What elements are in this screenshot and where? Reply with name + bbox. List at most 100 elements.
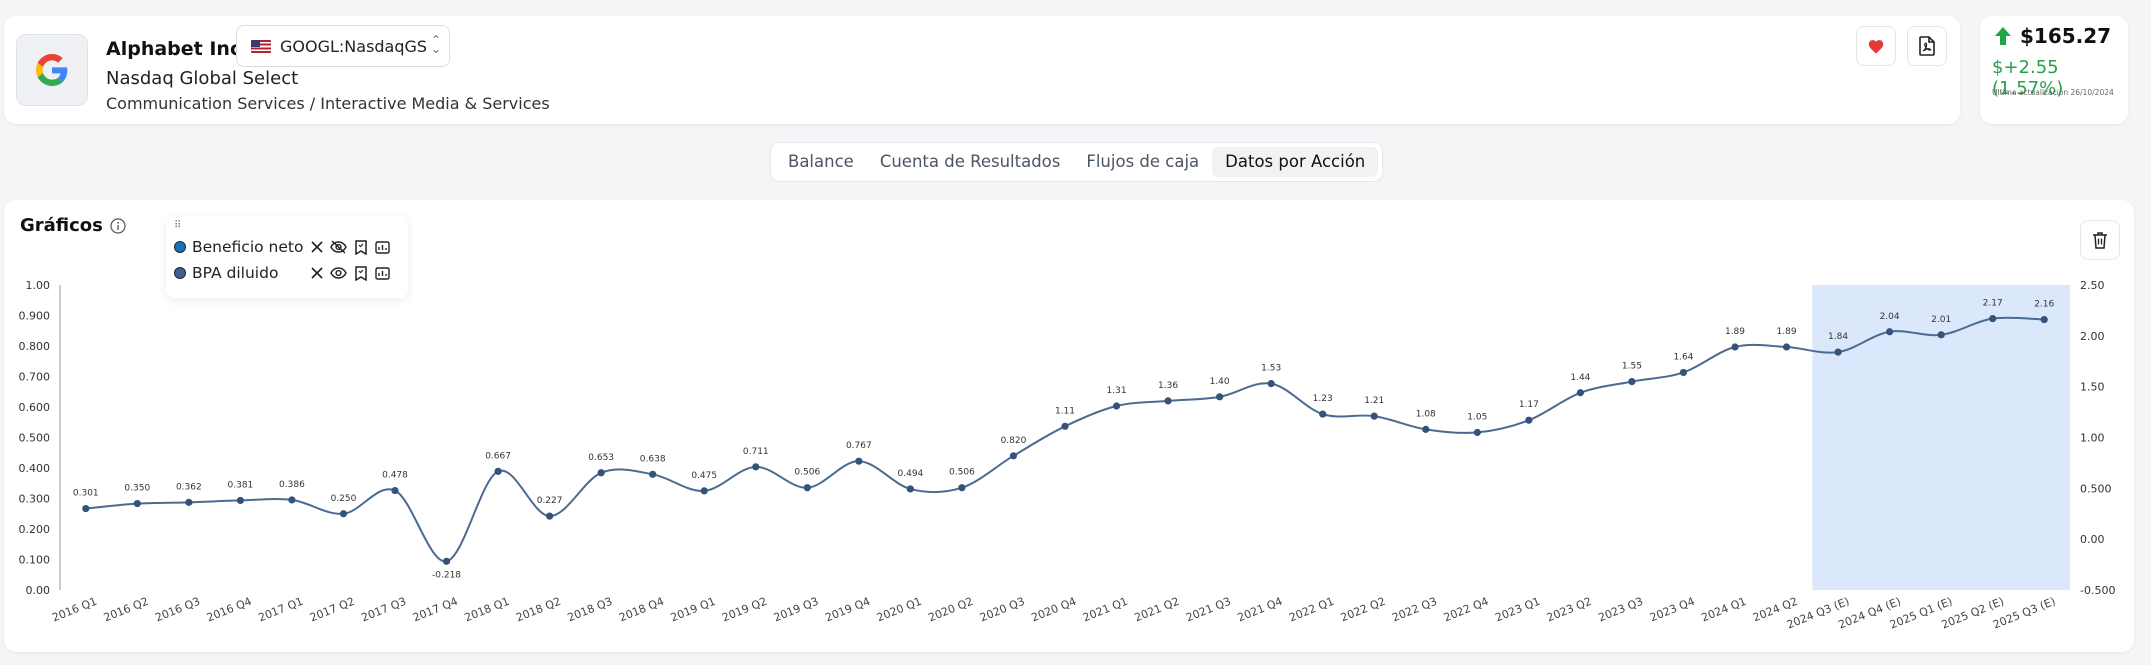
data-label: 1.64 xyxy=(1673,352,1693,362)
x-tick-label: 2022 Q3 xyxy=(1390,595,1439,625)
remove-series-icon[interactable] xyxy=(308,239,325,256)
data-point xyxy=(752,463,760,471)
data-point xyxy=(1422,425,1430,433)
company-name: Alphabet Inc. xyxy=(106,38,249,60)
data-label: 0.350 xyxy=(124,484,150,494)
y-left-tick-label: 0.400 xyxy=(19,462,51,475)
y-left-tick-label: 0.800 xyxy=(19,340,51,353)
y-left-tick-label: 0.00 xyxy=(26,584,51,597)
ticker-select[interactable]: GOOGL:NasdaqGS ⌃ ⌄ xyxy=(236,25,450,67)
eps-line-chart: 1.00 0.900 0.800 0.700 0.600 0.500 0.400 0.300 0… xyxy=(19,279,2116,632)
y-left-tick-label: 0.500 xyxy=(19,432,51,445)
data-label: 0.711 xyxy=(743,447,769,457)
data-label: 0.506 xyxy=(794,468,820,478)
data-point xyxy=(700,487,708,495)
y-right-tick-label: 0.500 xyxy=(2080,482,2112,495)
x-tick-label: 2016 Q2 xyxy=(102,595,151,625)
data-label: 1.23 xyxy=(1313,394,1333,404)
data-label: 0.478 xyxy=(382,471,408,481)
x-tick-label: 2018 Q1 xyxy=(463,595,512,625)
data-point xyxy=(1628,377,1636,386)
series-line-bpa-diluido xyxy=(85,316,2045,563)
data-point xyxy=(649,470,657,478)
data-point xyxy=(1937,331,1945,339)
data-point xyxy=(855,457,863,465)
legend-label: BPA diluido xyxy=(192,264,279,282)
export-pdf-button[interactable] xyxy=(1907,26,1947,66)
x-tick-label: 2016 Q1 xyxy=(50,595,99,625)
data-label: 1.11 xyxy=(1055,406,1075,416)
data-label: 1.36 xyxy=(1158,381,1178,391)
tab-flujos-de-caja[interactable]: Flujos de caja xyxy=(1086,152,1200,171)
data-point xyxy=(339,510,348,518)
data-point xyxy=(597,469,605,477)
data-point xyxy=(1267,380,1275,388)
data-point xyxy=(1525,416,1533,424)
data-label: 0.820 xyxy=(1001,436,1027,446)
chart-type-icon[interactable] xyxy=(374,265,391,282)
legend-label: Beneficio neto xyxy=(192,238,304,256)
data-label: 1.89 xyxy=(1777,327,1797,337)
data-point xyxy=(958,484,966,492)
x-tick-label: 2019 Q1 xyxy=(669,595,718,625)
bookmark-icon[interactable] xyxy=(352,239,369,256)
x-tick-label: 2021 Q4 xyxy=(1236,595,1285,625)
remove-series-icon[interactable] xyxy=(308,265,325,282)
y-left-tick-label: 0.100 xyxy=(19,554,51,567)
data-point xyxy=(1370,412,1378,420)
ticker-select-value: GOOGL:NasdaqGS xyxy=(280,36,428,56)
data-label: 1.44 xyxy=(1570,373,1590,383)
y-right-tick-label: 2.00 xyxy=(2080,330,2105,343)
data-label: 0.506 xyxy=(949,468,975,478)
data-label: 1.21 xyxy=(1364,396,1384,406)
data-label: 1.89 xyxy=(1725,327,1745,337)
legend-item-beneficio-neto: Beneficio neto xyxy=(174,236,303,258)
x-tick-label: 2021 Q3 xyxy=(1184,595,1233,625)
x-tick-label: 2022 Q1 xyxy=(1287,595,1336,625)
data-point xyxy=(442,557,451,565)
eye-off-icon[interactable] xyxy=(330,239,347,256)
x-tick-label: 2018 Q3 xyxy=(566,595,615,625)
x-tick-label: 2022 Q2 xyxy=(1339,595,1388,625)
price-value: $165.27 xyxy=(2020,24,2112,48)
x-tick-label: 2017 Q3 xyxy=(360,595,409,625)
tab-datos-por-accion[interactable]: Datos por Acción xyxy=(1212,147,1379,177)
x-tick-label: 2018 Q4 xyxy=(617,595,666,625)
data-point xyxy=(1061,422,1069,430)
data-point xyxy=(1216,393,1224,401)
chart-legend: ⠿ Beneficio neto BPA diluido xyxy=(166,216,408,298)
tab-cuenta-de-resultados[interactable]: Cuenta de Resultados xyxy=(879,152,1061,171)
arrow-up-icon xyxy=(1995,27,2011,45)
bookmark-icon[interactable] xyxy=(352,265,369,282)
data-point xyxy=(185,498,193,506)
tab-balance[interactable]: Balance xyxy=(788,152,854,171)
pdf-file-icon xyxy=(1919,36,1935,56)
data-label: 0.381 xyxy=(228,480,254,490)
x-tick-label: 2023 Q2 xyxy=(1545,595,1594,625)
x-tick-label: 2020 Q3 xyxy=(978,595,1027,625)
x-tick-label: 2020 Q4 xyxy=(1030,595,1079,625)
legend-tools-beneficio-neto xyxy=(308,236,391,258)
statement-tabs: Balance Cuenta de Resultados Flujos de c… xyxy=(770,142,1384,182)
data-point xyxy=(1112,402,1121,410)
drag-handle-icon[interactable]: ⠿ xyxy=(174,220,181,231)
eye-icon[interactable] xyxy=(330,265,347,282)
data-label: 0.250 xyxy=(331,494,357,504)
y-right-tick-label: 2.50 xyxy=(2080,279,2105,292)
data-point xyxy=(1834,348,1842,356)
data-label: 0.767 xyxy=(846,441,872,451)
legend-color-dot xyxy=(174,267,186,279)
data-point xyxy=(2040,315,2048,324)
favorite-button[interactable] xyxy=(1856,26,1896,66)
y-left-tick-label: 0.200 xyxy=(19,523,51,536)
x-tick-label: 2024 Q1 xyxy=(1700,595,1749,625)
x-tick-label: 2017 Q1 xyxy=(256,595,305,625)
data-label: 1.55 xyxy=(1622,362,1642,372)
delete-chart-button[interactable] xyxy=(2080,220,2120,260)
company-header: Alphabet Inc. GOOGL:NasdaqGS ⌃ ⌄ Nasdaq G… xyxy=(4,16,1960,124)
chart-type-icon[interactable] xyxy=(374,239,391,256)
info-icon[interactable] xyxy=(110,217,126,234)
data-label: 2.04 xyxy=(1880,312,1900,322)
charts-title: Gráficos xyxy=(20,215,126,236)
data-label: -0.218 xyxy=(432,570,461,580)
